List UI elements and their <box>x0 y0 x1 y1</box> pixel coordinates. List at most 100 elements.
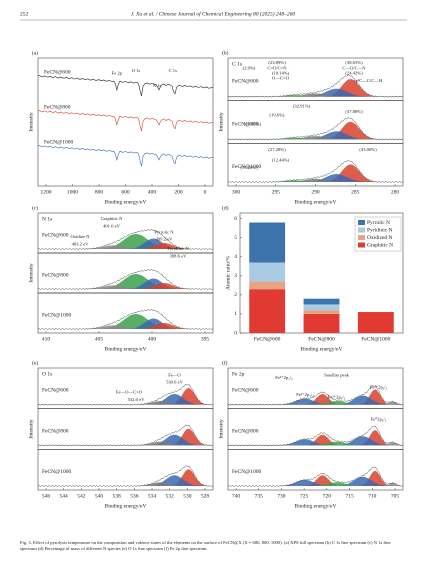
y-axis-label: Intensity <box>218 419 224 438</box>
bar-segment <box>357 312 394 333</box>
sample-label: FeCN@800 <box>232 121 259 127</box>
component-peak <box>38 314 213 329</box>
x-tick-label: 400 <box>148 189 157 195</box>
component-peak <box>228 476 403 486</box>
x-tick-label: 800 <box>95 189 104 195</box>
x-tick-label: 735 <box>255 493 264 499</box>
legend-label: Oxidized N <box>367 235 393 241</box>
bar-segment <box>303 313 340 333</box>
bar-segment <box>249 222 286 263</box>
x-tick-label: 400 <box>148 336 157 342</box>
peak-annotation: Fe²⁺2p₃/₂ <box>370 385 388 390</box>
component-peak <box>228 401 403 405</box>
x-tick-label: 280 <box>391 189 400 195</box>
envelope <box>37 424 214 447</box>
sample-label: FeCN@1000 <box>44 139 73 145</box>
spectrum-strip <box>227 449 404 491</box>
peak-annotation: Graphitic N <box>101 216 123 221</box>
envelope <box>37 465 214 487</box>
y-tick-label: 0 <box>234 330 237 336</box>
peak-annotation: 399.2 eV <box>156 236 174 241</box>
sample-label: FeCN@800 <box>44 104 71 110</box>
bar-segment <box>303 298 340 305</box>
x-tick-label: 1000 <box>67 189 78 195</box>
component-peak <box>228 389 403 405</box>
peak-annotation: Fe—O <box>168 372 181 377</box>
component-peak <box>228 475 403 486</box>
x-tick-label: 540 <box>95 493 104 499</box>
x-tick-label: 532 <box>166 493 175 499</box>
envelope <box>37 268 214 290</box>
peak-annotation: C 1s <box>169 68 178 73</box>
peak-annotation: C=O/C=N <box>267 65 287 70</box>
spectrum-strip <box>37 292 214 334</box>
x-tick-label: 715 <box>345 493 354 499</box>
peak-annotation: (37.88%) <box>345 109 363 114</box>
peak-annotation: 532.0 eV <box>128 397 146 402</box>
x-axis-label: Binding energy/eV <box>105 199 147 205</box>
component-peak <box>228 434 403 446</box>
peak-annotation: 401.0 eV <box>103 223 121 228</box>
x-tick-label: 395 <box>201 336 210 342</box>
peak-annotation: (23.89%) <box>268 60 286 65</box>
bar-segment <box>249 289 286 333</box>
peak-annotation: (19.6%) <box>270 113 285 118</box>
plot-frame <box>37 57 214 187</box>
component-peak <box>38 469 213 486</box>
x-tick-label: FeCN@800 <box>308 336 335 342</box>
envelope <box>227 159 404 183</box>
y-axis-label: Intensity <box>218 112 224 131</box>
component-peak <box>228 436 403 446</box>
panel-letter: (b) <box>222 49 229 56</box>
x-tick-label: 528 <box>201 493 210 499</box>
x-tick-label: 285 <box>351 189 360 195</box>
sample-label: FeCN@800 <box>42 428 69 434</box>
peak-annotation: sp²C—C/C—H <box>354 78 383 83</box>
component-peak <box>38 394 213 405</box>
y-tick-label: 2 <box>234 292 237 298</box>
component-peak <box>38 401 213 405</box>
x-tick-label: 410 <box>42 336 51 342</box>
bar-segment <box>249 281 286 290</box>
legend-swatch <box>358 235 365 240</box>
panel-letter: (a) <box>32 49 38 56</box>
component-peak <box>38 387 213 405</box>
journal-header: J. Xu et al. / Chinese Journal of Chemic… <box>131 10 296 17</box>
component-peak <box>228 93 403 97</box>
x-tick-label: 1200 <box>41 189 52 195</box>
x-tick-label: 544 <box>60 493 69 499</box>
panel-title: C 1s <box>232 61 242 67</box>
y-axis-label: Intensity <box>28 112 34 131</box>
component-peak <box>228 121 403 140</box>
peak-annotation: Fe²⁺2p₁/₂ <box>296 392 314 397</box>
spectrum-strip <box>37 449 214 491</box>
envelope <box>227 426 404 447</box>
peak-annotation: Fe³⁺2p₃/₂ <box>328 394 346 399</box>
component-peak <box>228 164 403 182</box>
x-tick-label: 546 <box>42 493 51 499</box>
component-peak <box>228 395 403 405</box>
component-peak <box>38 482 213 486</box>
panel-title: N 1s <box>42 216 52 222</box>
component-peak <box>228 479 403 486</box>
component-peak <box>38 325 213 329</box>
x-tick-label: 725 <box>300 493 309 499</box>
sample-label: FeCN@600 <box>42 388 69 394</box>
x-tick-label: 538 <box>113 493 122 499</box>
y-tick-label: 4 <box>234 254 237 260</box>
x-tick-label: 710 <box>368 493 377 499</box>
x-tick-label: 530 <box>183 493 192 499</box>
component-peak <box>38 243 213 249</box>
y-tick-label: 1 <box>234 311 237 317</box>
x-tick-label: 300 <box>232 189 241 195</box>
peak-annotation: (38.65%) <box>345 60 363 65</box>
caption: Fig. 3. Effect of pyrolysis temperature … <box>20 540 391 551</box>
component-peak <box>38 283 213 289</box>
peak-annotation: (10.01%) <box>244 122 262 127</box>
peak-annotation: Fe³⁺2p₁/₂ <box>275 375 293 380</box>
x-axis-label: Binding energy/eV <box>105 503 147 509</box>
envelope <box>227 466 404 487</box>
component-peak <box>38 323 213 329</box>
component-peak <box>228 79 403 97</box>
component-peak <box>38 441 213 446</box>
